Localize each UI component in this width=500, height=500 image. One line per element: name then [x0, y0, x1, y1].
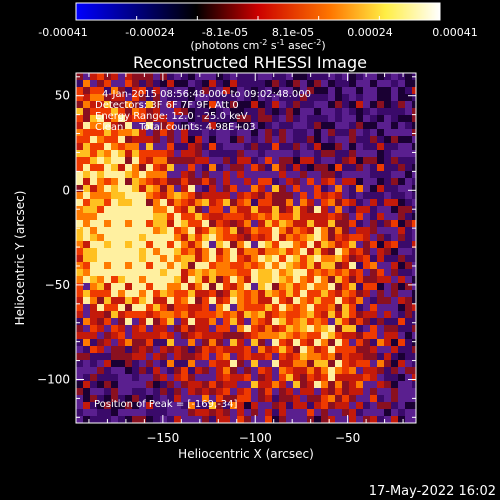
heatmap-image	[76, 73, 416, 423]
colorbar: -0.00041 -0.00024 -8.1e-05 8.1e-05 0.000…	[38, 2, 478, 52]
colorbar-tick-label: -0.00041	[38, 26, 87, 39]
colorbar-tick-label: 0.00041	[432, 26, 478, 39]
annotation-energy-range: Energy Range: 12.0 - 25.0 keV	[95, 111, 248, 122]
colorbar-tick-label: 0.00024	[347, 26, 393, 39]
timestamp: 17-May-2022 16:02	[369, 484, 496, 499]
x-tick-label: −50	[335, 431, 360, 445]
annotation-time-range: 4-Jan-2015 08:56:48.000 to 09:02:48.000	[102, 89, 311, 100]
annotation-clean-counts: Clean Total counts: 4.98E+03	[95, 122, 255, 133]
y-tick-label: −50	[45, 278, 70, 292]
colorbar-tick-label: -8.1e-05	[202, 26, 248, 39]
x-tick-label: −100	[239, 431, 272, 445]
y-tick-label: 50	[55, 89, 70, 103]
colorbar-tick-label: 8.1e-05	[272, 26, 314, 39]
axis-ticks	[76, 73, 416, 423]
y-tick-label: 0	[62, 183, 70, 197]
chart-title: Reconstructed RHESSI Image	[133, 53, 367, 72]
axis-tick-labels: −150 −100 −50 50 0 −50 −100	[37, 89, 360, 445]
colorbar-ticks	[75, 16, 441, 20]
plot-frame	[75, 72, 417, 424]
x-tick-label: −150	[146, 431, 179, 445]
colorbar-tick-label: -0.00024	[125, 26, 174, 39]
y-tick-label: −100	[37, 372, 70, 386]
annotation-detectors: Detectors: 3F 6F 7F 9F, Att 0	[95, 100, 239, 111]
colorbar-units: (photons cm-2 s-1 asec-2)	[190, 38, 325, 52]
x-axis-label: Heliocentric X (arcsec)	[178, 447, 314, 461]
annotation-peak-position: Position of Peak = [-169,-34]	[94, 399, 238, 410]
y-axis-label: Heliocentric Y (arcsec)	[13, 191, 27, 326]
